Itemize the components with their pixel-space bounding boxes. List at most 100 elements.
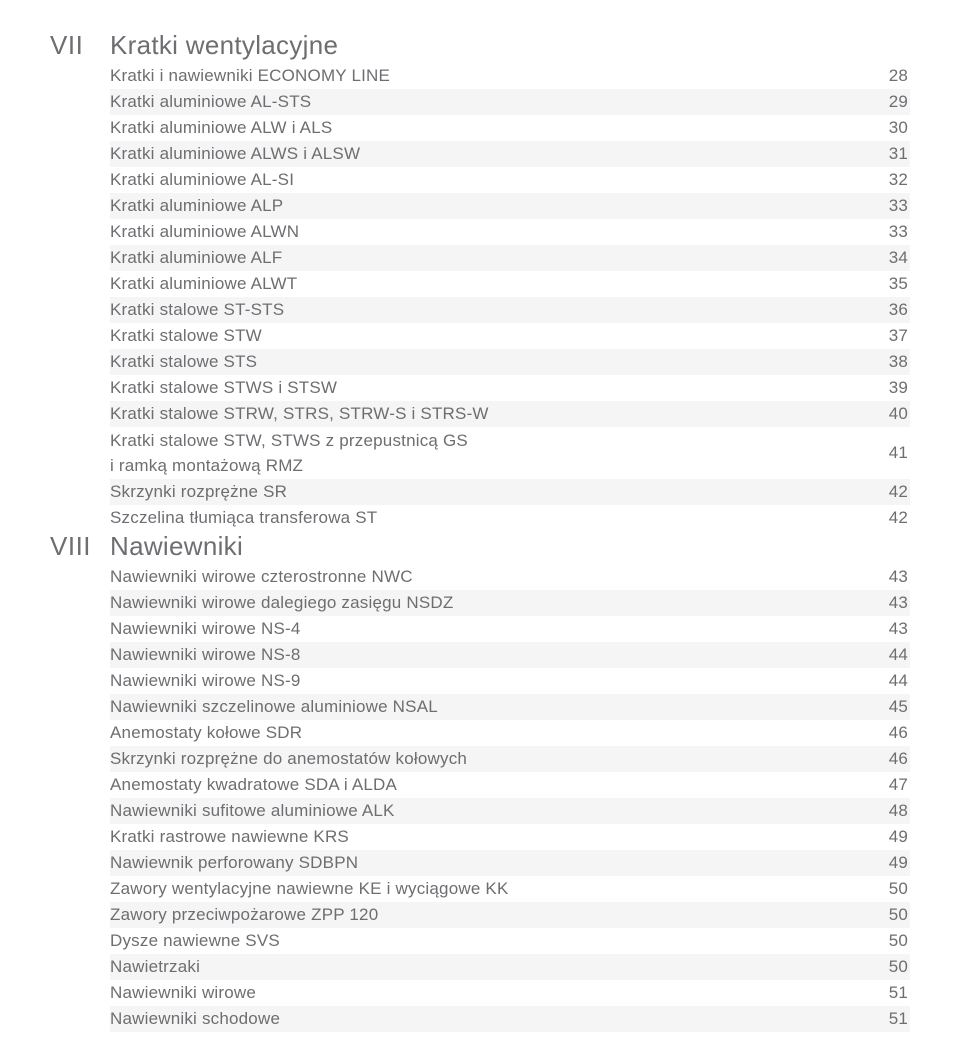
toc-row-page: 33 [870, 196, 910, 216]
toc-row-label: Nawiewniki wirowe [110, 983, 870, 1003]
toc-row-label: Kratki aluminiowe ALP [110, 196, 870, 216]
toc-row-label: Nawiewniki wirowe NS-4 [110, 619, 870, 639]
toc-row-label: Kratki stalowe STRW, STRS, STRW-S i STRS… [110, 404, 870, 424]
toc-row-page: 36 [870, 300, 910, 320]
toc-row-page: 46 [870, 723, 910, 743]
toc-row: Kratki aluminiowe ALW i ALS30 [110, 115, 910, 141]
toc-row: Kratki rastrowe nawiewne KRS49 [110, 824, 910, 850]
toc-row: Kratki stalowe STW, STWS z przepustnicą … [110, 427, 910, 479]
toc-row-label: Kratki aluminiowe ALWT [110, 274, 870, 294]
toc-row-page: 51 [870, 1009, 910, 1029]
section-rows: Kratki i nawiewniki ECONOMY LINE28Kratki… [110, 63, 910, 531]
toc-row-page: 34 [870, 248, 910, 268]
toc-row: Kratki aluminiowe ALWN33 [110, 219, 910, 245]
toc-row-label: Kratki aluminiowe ALWS i ALSW [110, 144, 870, 164]
toc-row-page: 35 [870, 274, 910, 294]
toc-row-page: 49 [870, 853, 910, 873]
toc-row-page: 41 [870, 443, 910, 463]
toc-row: Kratki aluminiowe ALWT35 [110, 271, 910, 297]
toc-row-label: Zawory wentylacyjne nawiewne KE i wyciąg… [110, 879, 870, 899]
toc-row-label: Kratki aluminiowe ALF [110, 248, 870, 268]
toc-row: Kratki aluminiowe ALF34 [110, 245, 910, 271]
toc-row-page: 50 [870, 931, 910, 951]
toc-row-page: 42 [870, 508, 910, 528]
toc-row-page: 51 [870, 983, 910, 1003]
toc-row-label: Nawiewniki wirowe dalegiego zasięgu NSDZ [110, 593, 870, 613]
toc-row-page: 29 [870, 92, 910, 112]
toc-row-label: Kratki aluminiowe ALWN [110, 222, 870, 242]
section-roman: VII [50, 30, 110, 61]
toc-row-label: Nawiewnik perforowany SDBPN [110, 853, 870, 873]
toc-row: Nawiewniki schodowe51 [110, 1006, 910, 1032]
toc-row-label: Nawiewniki szczelinowe aluminiowe NSAL [110, 697, 870, 717]
section-title: Nawiewniki [110, 531, 243, 562]
toc-row: Kratki stalowe STRW, STRS, STRW-S i STRS… [110, 401, 910, 427]
toc-row-label: Kratki stalowe STS [110, 352, 870, 372]
toc-row-page: 37 [870, 326, 910, 346]
toc-row: Nawiewniki wirowe NS-844 [110, 642, 910, 668]
toc-row: Nawiewniki wirowe dalegiego zasięgu NSDZ… [110, 590, 910, 616]
toc-row-page: 38 [870, 352, 910, 372]
toc-row: Nawiewnik perforowany SDBPN49 [110, 850, 910, 876]
toc-row-page: 31 [870, 144, 910, 164]
toc-row: Nawiewniki wirowe51 [110, 980, 910, 1006]
toc-root: VIIKratki wentylacyjneKratki i nawiewnik… [50, 30, 910, 1032]
section-roman: VIII [50, 531, 110, 562]
toc-row-label: Kratki aluminiowe AL-STS [110, 92, 870, 112]
toc-row-page: 28 [870, 66, 910, 86]
toc-row-page: 32 [870, 170, 910, 190]
toc-row-label: Nawiewniki schodowe [110, 1009, 870, 1029]
toc-row: Kratki stalowe ST-STS36 [110, 297, 910, 323]
toc-row-label: Kratki aluminiowe AL-SI [110, 170, 870, 190]
toc-row-page: 49 [870, 827, 910, 847]
toc-row-label: Kratki aluminiowe ALW i ALS [110, 118, 870, 138]
toc-row: Kratki stalowe STW37 [110, 323, 910, 349]
toc-row: Kratki aluminiowe ALP33 [110, 193, 910, 219]
toc-row-label: Kratki stalowe STWS i STSW [110, 378, 870, 398]
toc-row-label: Kratki stalowe STW, STWS z przepustnicą … [110, 428, 870, 478]
toc-row-label: Kratki i nawiewniki ECONOMY LINE [110, 66, 870, 86]
toc-row-label: Skrzynki rozprężne SR [110, 482, 870, 502]
toc-row-label: Dysze nawiewne SVS [110, 931, 870, 951]
toc-row: Kratki aluminiowe AL-SI32 [110, 167, 910, 193]
toc-row-label: Kratki stalowe STW [110, 326, 870, 346]
toc-row: Kratki stalowe STWS i STSW39 [110, 375, 910, 401]
toc-row-label: Nawiewniki wirowe czterostronne NWC [110, 567, 870, 587]
toc-row: Nawiewniki sufitowe aluminiowe ALK48 [110, 798, 910, 824]
toc-row-label: Nawiewniki wirowe NS-8 [110, 645, 870, 665]
toc-row-page: 45 [870, 697, 910, 717]
toc-row-page: 47 [870, 775, 910, 795]
toc-row: Nawietrzaki50 [110, 954, 910, 980]
toc-row-page: 44 [870, 671, 910, 691]
toc-row-page: 48 [870, 801, 910, 821]
section-rows: Nawiewniki wirowe czterostronne NWC43Naw… [110, 564, 910, 1032]
toc-row-label: Nawietrzaki [110, 957, 870, 977]
toc-row: Kratki i nawiewniki ECONOMY LINE28 [110, 63, 910, 89]
section-title: Kratki wentylacyjne [110, 30, 338, 61]
toc-row: Skrzynki rozprężne SR42 [110, 479, 910, 505]
toc-row: Kratki stalowe STS38 [110, 349, 910, 375]
toc-row-page: 43 [870, 593, 910, 613]
toc-row-page: 50 [870, 957, 910, 977]
toc-row: Nawiewniki wirowe NS-944 [110, 668, 910, 694]
toc-row: Nawiewniki szczelinowe aluminiowe NSAL45 [110, 694, 910, 720]
toc-row-page: 39 [870, 378, 910, 398]
toc-row-label: Nawiewniki wirowe NS-9 [110, 671, 870, 691]
toc-row-page: 50 [870, 905, 910, 925]
toc-row: Anemostaty kołowe SDR46 [110, 720, 910, 746]
toc-row-page: 42 [870, 482, 910, 502]
toc-row-page: 43 [870, 567, 910, 587]
toc-row: Skrzynki rozprężne do anemostatów kołowy… [110, 746, 910, 772]
toc-row-page: 40 [870, 404, 910, 424]
toc-row-label: Kratki rastrowe nawiewne KRS [110, 827, 870, 847]
toc-row-label: Anemostaty kwadratowe SDA i ALDA [110, 775, 870, 795]
toc-row-page: 30 [870, 118, 910, 138]
toc-row: Zawory przeciwpożarowe ZPP 12050 [110, 902, 910, 928]
toc-row: Nawiewniki wirowe NS-443 [110, 616, 910, 642]
toc-row-page: 50 [870, 879, 910, 899]
toc-row-page: 43 [870, 619, 910, 639]
toc-row-label: Szczelina tłumiąca transferowa ST [110, 508, 870, 528]
toc-row: Kratki aluminiowe AL-STS29 [110, 89, 910, 115]
toc-row-label: Zawory przeciwpożarowe ZPP 120 [110, 905, 870, 925]
section-heading: VIIINawiewniki [50, 531, 910, 562]
